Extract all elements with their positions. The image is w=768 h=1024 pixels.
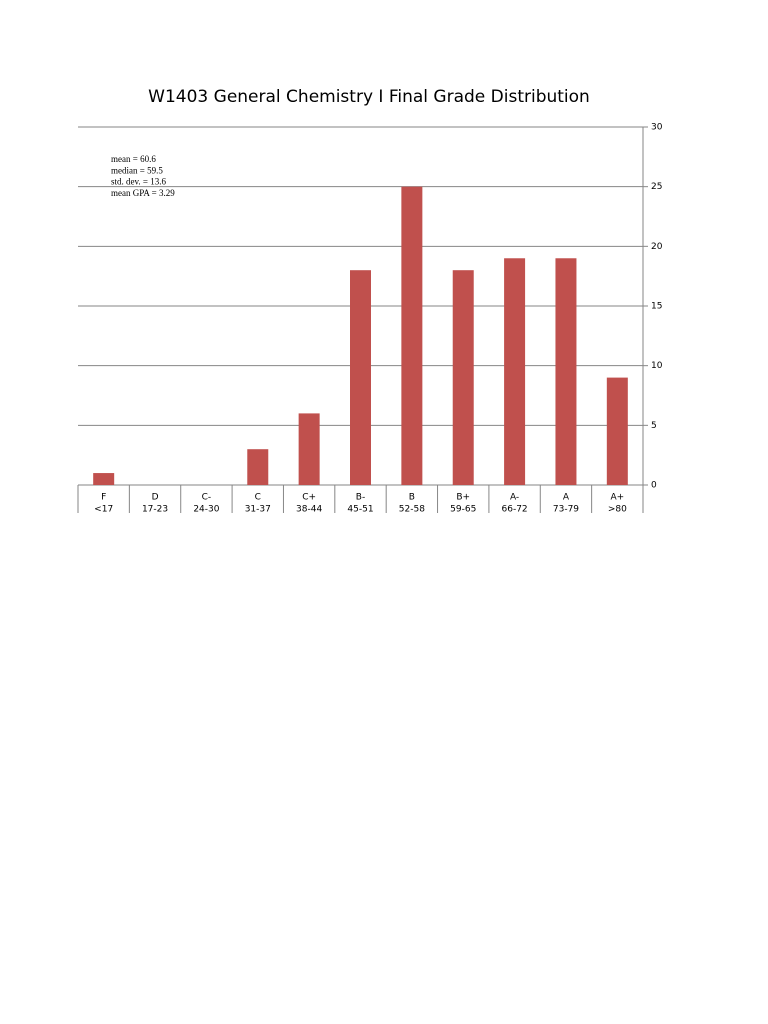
x-tick-label: B+ xyxy=(456,493,470,503)
x-tick-range: 24-30 xyxy=(193,505,219,515)
bar xyxy=(504,258,526,485)
bar xyxy=(452,270,474,485)
y-tick-label: 0 xyxy=(651,481,657,491)
bar xyxy=(247,449,269,485)
x-tick-range: 59-65 xyxy=(450,505,476,515)
x-tick-range: <17 xyxy=(94,505,113,515)
x-tick-range: 45-51 xyxy=(347,505,373,515)
x-tick-range: 52-58 xyxy=(399,505,425,515)
x-tick-range: 66-72 xyxy=(502,505,528,515)
y-tick-label: 30 xyxy=(651,123,663,133)
x-tick-label: D xyxy=(152,493,159,503)
x-tick-label: F xyxy=(101,493,106,503)
annotation: median = 59.5 xyxy=(111,165,163,175)
x-tick-range: >80 xyxy=(608,505,627,515)
x-tick-label: C+ xyxy=(302,493,316,503)
bar xyxy=(298,413,320,485)
annotation: std. dev. = 13.6 xyxy=(111,177,166,187)
x-tick-label: A+ xyxy=(610,493,624,503)
x-tick-range: 17-23 xyxy=(142,505,168,515)
x-tick-label: C- xyxy=(202,493,212,503)
x-tick-label: A- xyxy=(510,493,519,503)
x-tick-label: A xyxy=(563,493,570,503)
chart-title: W1403 General Chemistry I Final Grade Di… xyxy=(148,87,590,107)
bar xyxy=(350,270,371,485)
bar xyxy=(606,377,628,485)
bar xyxy=(555,258,577,485)
x-tick-label: B- xyxy=(356,493,365,503)
x-tick-range: 73-79 xyxy=(553,505,579,515)
x-tick-range: 31-37 xyxy=(245,505,271,515)
y-tick-label: 20 xyxy=(651,242,663,252)
bar xyxy=(93,473,115,485)
x-tick-label: C xyxy=(255,493,261,503)
x-tick-label: B xyxy=(409,493,415,503)
y-tick-label: 15 xyxy=(651,302,662,312)
y-tick-label: 25 xyxy=(651,182,662,192)
y-tick-label: 5 xyxy=(651,421,657,431)
y-tick-label: 10 xyxy=(651,361,663,371)
annotation: mean GPA = 3.29 xyxy=(111,188,175,198)
bar xyxy=(401,186,423,485)
annotation: mean = 60.6 xyxy=(111,154,156,164)
x-tick-range: 38-44 xyxy=(296,505,322,515)
